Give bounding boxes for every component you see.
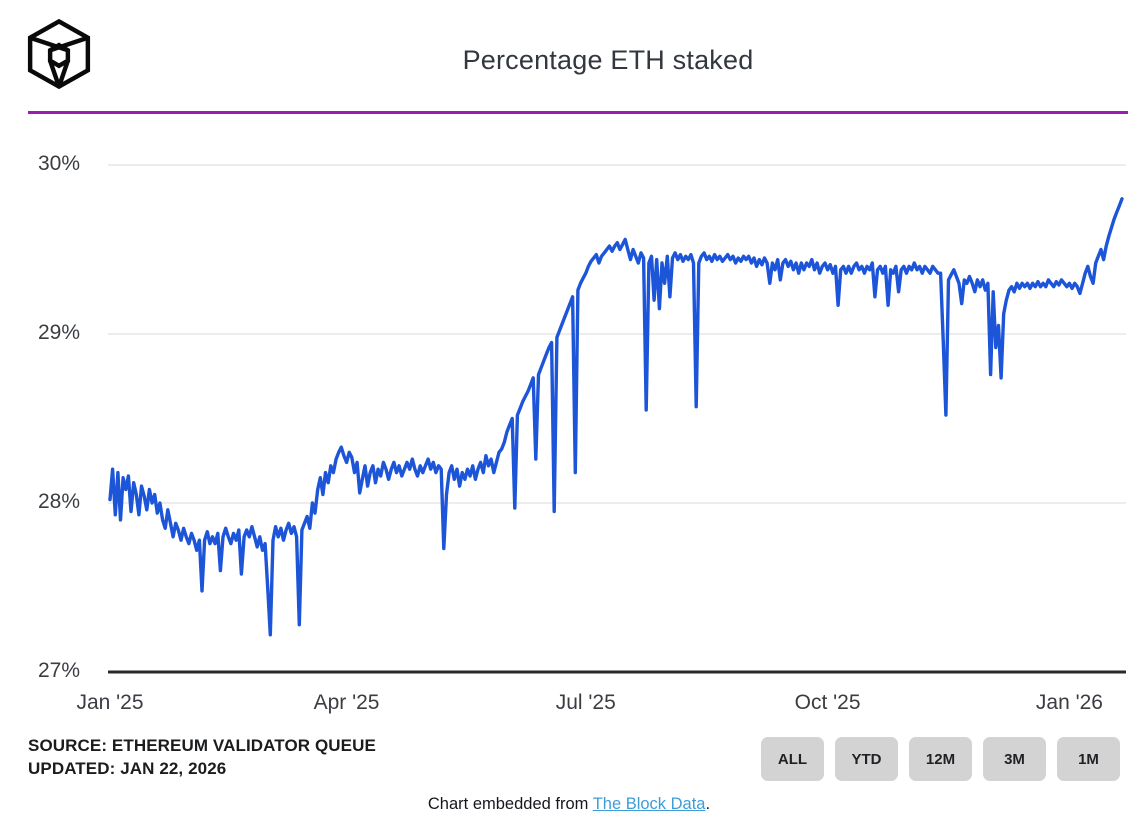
y-axis-tick-label: 29% bbox=[37, 321, 80, 344]
range-button-3m[interactable]: 3M bbox=[983, 737, 1046, 781]
x-axis-tick-label: Apr '25 bbox=[313, 691, 380, 714]
updated-line: UPDATED: JAN 22, 2026 bbox=[28, 759, 227, 778]
source-attribution: SOURCE: ETHEREUM VALIDATOR QUEUE UPDATED… bbox=[28, 734, 376, 780]
footer-text: Chart embedded from bbox=[427, 795, 593, 813]
x-axis-tick-label: Jan '25 bbox=[76, 691, 144, 714]
the-block-logo[interactable] bbox=[22, 16, 96, 92]
y-axis-tick-label: 30% bbox=[37, 152, 80, 175]
eth-staked-series-line[interactable] bbox=[108, 197, 1124, 637]
range-selector: ALL YTD 12M 3M 1M bbox=[761, 737, 1120, 781]
source-line: SOURCE: ETHEREUM VALIDATOR QUEUE bbox=[28, 736, 376, 755]
range-button-12m[interactable]: 12M bbox=[909, 737, 972, 781]
y-axis-tick-label: 27% bbox=[37, 659, 80, 682]
embed-footer: Chart embedded from The Block Data. bbox=[0, 795, 1138, 814]
range-button-1m[interactable]: 1M bbox=[1057, 737, 1120, 781]
page-title: Percentage ETH staked bbox=[462, 45, 754, 75]
footer-period: . bbox=[705, 795, 711, 813]
x-axis-tick-label: Jul '25 bbox=[555, 691, 616, 714]
accent-divider bbox=[28, 111, 1128, 114]
x-axis-tick-label: Jan '26 bbox=[1035, 691, 1103, 714]
y-axis-tick-label: 28% bbox=[37, 490, 80, 513]
the-block-data-link[interactable]: The Block Data bbox=[592, 795, 706, 813]
range-button-ytd[interactable]: YTD bbox=[835, 737, 898, 781]
chart-plot-area[interactable] bbox=[0, 130, 1138, 720]
eth-staked-line-chart[interactable]: 30% 29% 28% 27% Jan '25 Apr '25 Jul '25 Oct '2… bbox=[0, 130, 1138, 720]
block-cube-icon bbox=[27, 18, 91, 90]
x-axis-tick-label: Oct '25 bbox=[794, 691, 861, 714]
range-button-all[interactable]: ALL bbox=[761, 737, 824, 781]
